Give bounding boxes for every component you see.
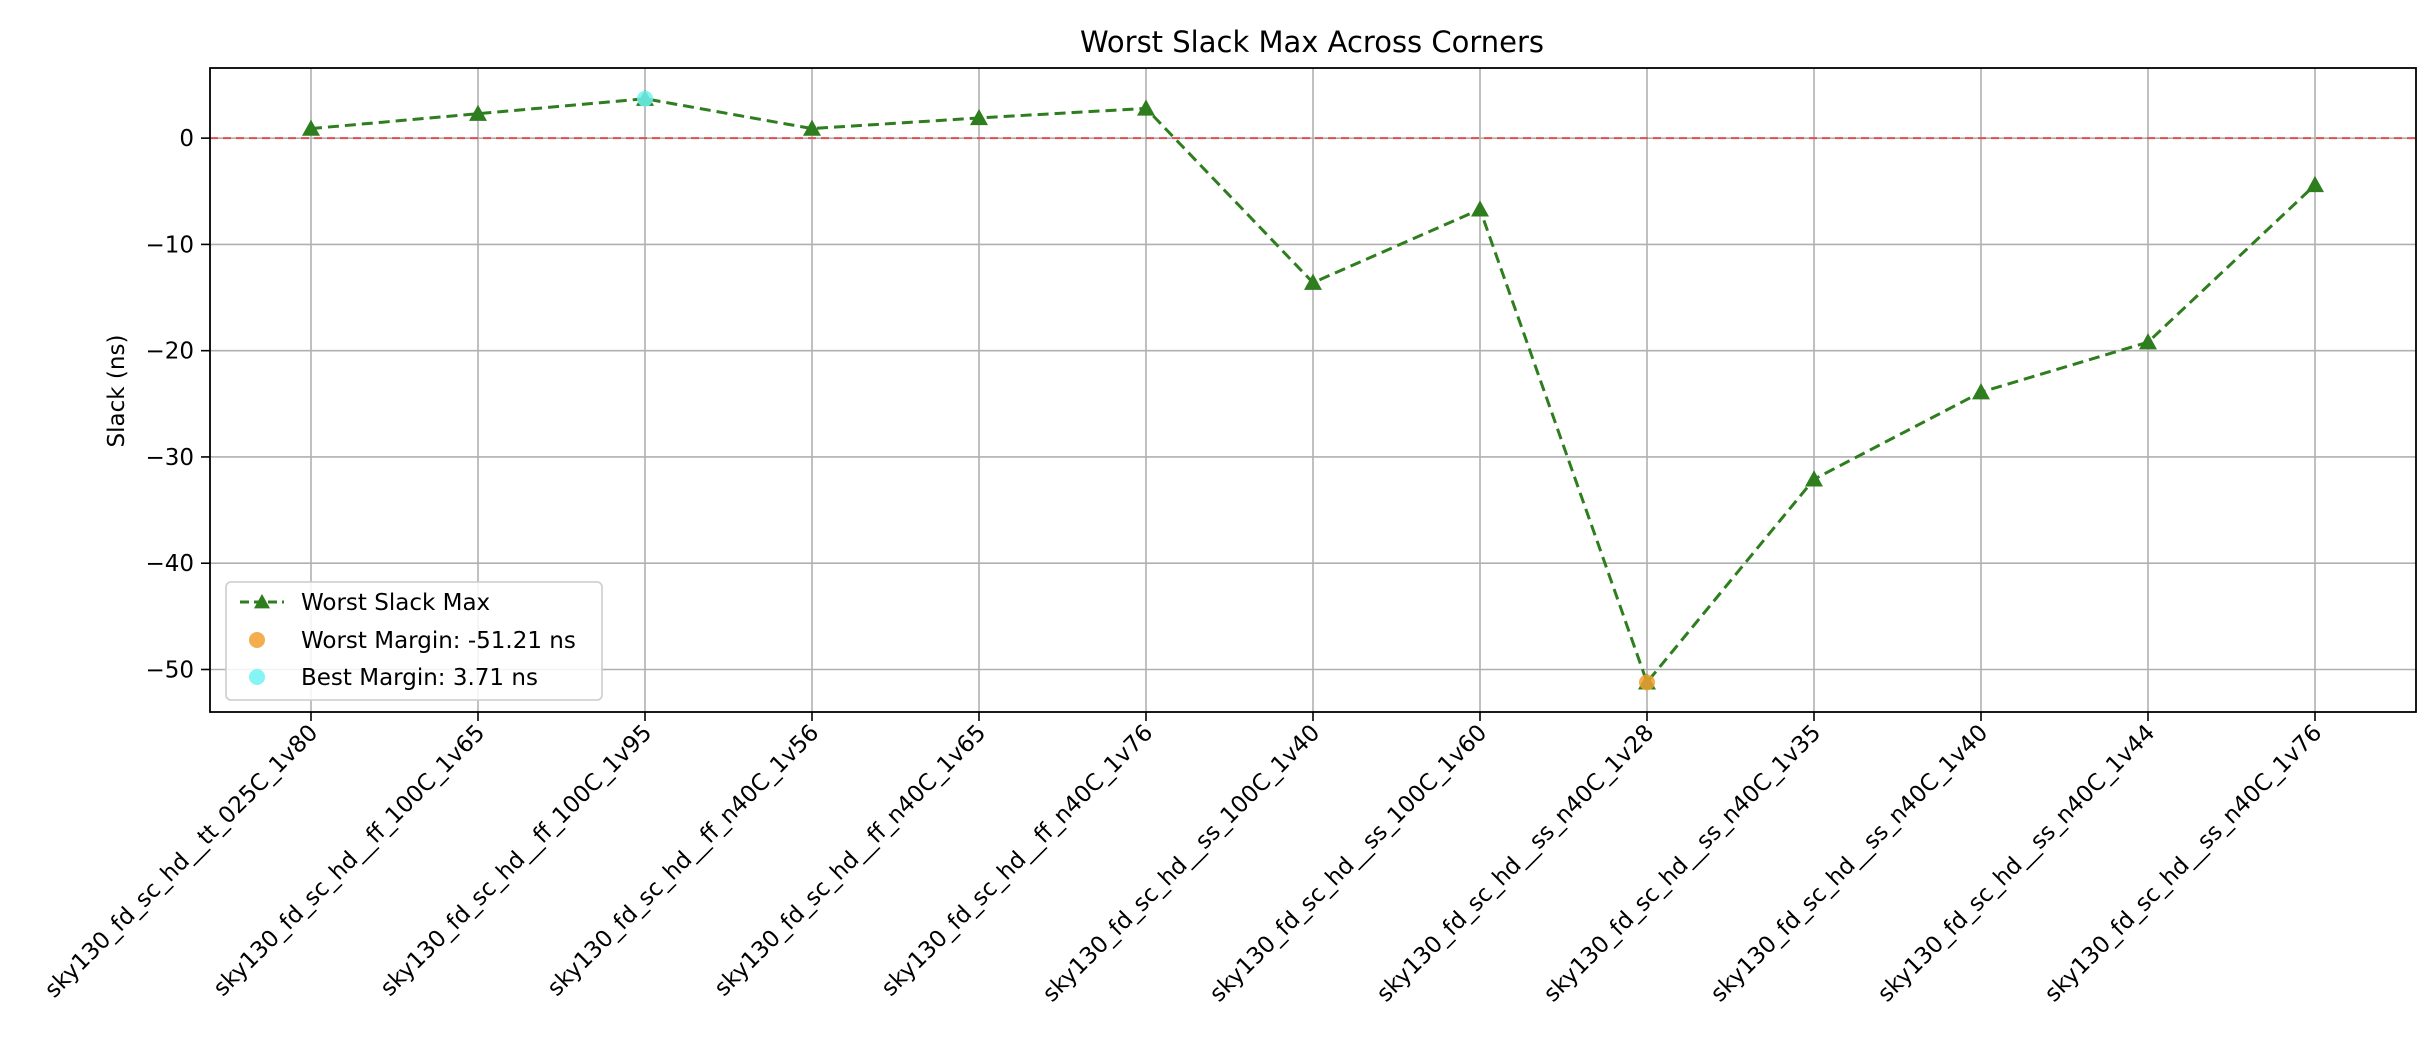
x-tick-label: sky130_fd_sc_hd__ss_100C_1v60: [1205, 720, 1492, 1007]
x-tick-label: sky130_fd_sc_hd__ff_100C_1v95: [376, 720, 658, 1002]
data-point-marker: [1972, 383, 1990, 400]
x-tick-label: sky130_fd_sc_hd__ff_100C_1v65: [209, 720, 491, 1002]
data-point-marker: [302, 119, 320, 136]
data-point-marker: [1304, 273, 1322, 290]
x-tick-label: sky130_fd_sc_hd__ss_100C_1v40: [1038, 720, 1325, 1007]
x-tick-label: sky130_fd_sc_hd__ff_n40C_1v76: [877, 720, 1159, 1002]
x-tick-label: sky130_fd_sc_hd__ss_n40C_1v40: [1706, 720, 1993, 1007]
x-tick-label: sky130_fd_sc_hd__ss_n40C_1v76: [2040, 720, 2327, 1007]
worst-margin-point: [1639, 674, 1655, 691]
x-tick-label: sky130_fd_sc_hd__ss_n40C_1v28: [1372, 720, 1659, 1007]
x-tick-label: sky130_fd_sc_hd__ff_n40C_1v65: [710, 720, 992, 1002]
y-tick-label: −10: [145, 232, 194, 258]
legend-label-worst: Worst Margin: -51.21 ns: [301, 628, 576, 654]
chart-title: Worst Slack Max Across Corners: [1080, 25, 1544, 59]
y-tick-label: −30: [145, 445, 194, 471]
legend-series-marker: [254, 594, 270, 609]
x-axis-ticks: sky130_fd_sc_hd__tt_025C_1v80sky130_fd_s…: [40, 712, 2327, 1007]
legend: Worst Slack Max Worst Margin: -51.21 ns Be…: [225, 581, 603, 701]
legend-label-best: Best Margin: 3.71 ns: [301, 665, 538, 691]
data-point-marker: [1137, 99, 1155, 116]
legend-box: [225, 581, 603, 701]
best-margin-point: [637, 90, 653, 107]
legend-best-marker: [249, 669, 265, 685]
legend-worst-marker: [249, 632, 265, 648]
data-point-marker: [469, 104, 487, 121]
legend-label-series: Worst Slack Max: [301, 590, 490, 616]
y-tick-label: −40: [145, 551, 194, 577]
data-point-marker: [1805, 470, 1823, 487]
y-axis-label: Slack (ns): [104, 335, 130, 448]
data-point-marker: [2139, 333, 2157, 350]
y-tick-label: −20: [145, 339, 194, 365]
y-tick-label: −50: [145, 657, 194, 683]
x-tick-label: sky130_fd_sc_hd__tt_025C_1v80: [40, 720, 323, 1003]
x-tick-label: sky130_fd_sc_hd__ss_n40C_1v44: [1873, 720, 2160, 1007]
data-point-marker: [803, 119, 821, 136]
y-axis-ticks: 0 −10 −20 −30 −40 −50: [145, 126, 210, 683]
x-tick-label: sky130_fd_sc_hd__ff_n40C_1v56: [543, 720, 825, 1002]
data-point-marker: [1471, 200, 1489, 217]
data-point-marker: [2306, 175, 2324, 193]
y-tick-label: 0: [179, 126, 194, 152]
data-point-marker: [970, 108, 988, 126]
x-tick-label: sky130_fd_sc_hd__ss_n40C_1v35: [1539, 720, 1826, 1007]
margin-highlights: [637, 90, 1655, 691]
